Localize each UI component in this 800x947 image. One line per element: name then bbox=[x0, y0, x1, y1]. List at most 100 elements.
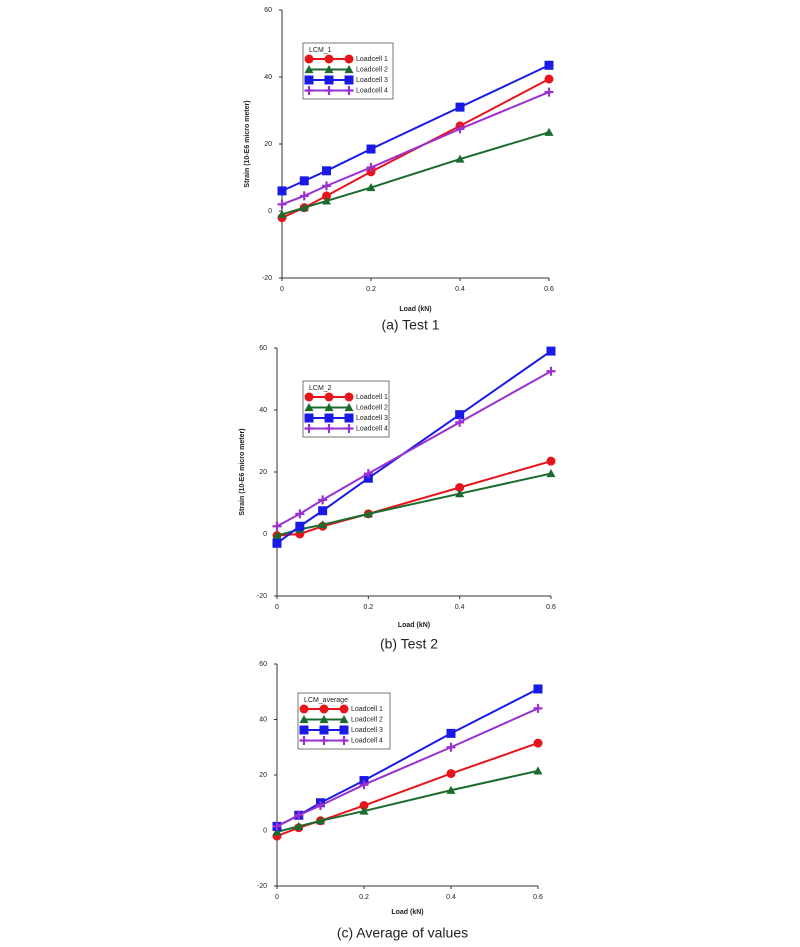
y-axis-label: Strain (10-E6 micro meter) bbox=[239, 428, 246, 515]
x-axis-label: Load (kN) bbox=[391, 909, 423, 916]
legend-marker bbox=[344, 54, 354, 64]
legend-label: Loadcell 3 bbox=[356, 77, 388, 84]
series-line bbox=[276, 707, 539, 828]
legend-marker bbox=[344, 75, 354, 85]
x-tick-label: 0.4 bbox=[455, 286, 465, 293]
legend-marker bbox=[304, 75, 314, 85]
point bbox=[455, 483, 465, 492]
x-tick-label: 0.2 bbox=[363, 604, 373, 611]
point bbox=[455, 410, 465, 420]
point bbox=[455, 417, 465, 427]
x-axis-label: Load (kN) bbox=[399, 306, 431, 313]
point bbox=[316, 801, 325, 811]
legend-marker bbox=[339, 736, 349, 745]
point bbox=[272, 521, 282, 531]
legend-marker bbox=[319, 704, 329, 714]
x-axis-label: Load (kN) bbox=[398, 622, 430, 629]
point bbox=[366, 144, 376, 154]
legend-marker bbox=[344, 413, 354, 423]
y-tick-label: 60 bbox=[259, 661, 267, 668]
point bbox=[446, 728, 456, 738]
series-line bbox=[281, 91, 550, 206]
point bbox=[455, 124, 465, 134]
legend-marker bbox=[339, 725, 349, 735]
legend-marker bbox=[304, 413, 314, 423]
x-tick-label: 0.2 bbox=[366, 286, 376, 293]
point bbox=[295, 509, 305, 519]
legend-marker bbox=[344, 403, 354, 412]
legend-label: Loadcell 3 bbox=[351, 727, 383, 734]
point bbox=[299, 176, 309, 186]
legend-label: Loadcell 1 bbox=[356, 56, 388, 63]
series-line bbox=[276, 769, 539, 833]
point bbox=[366, 183, 376, 192]
y-tick-label: 0 bbox=[263, 531, 267, 538]
x-tick-label: 0 bbox=[275, 894, 279, 901]
x-tick-label: 0.4 bbox=[455, 604, 465, 611]
point bbox=[363, 473, 373, 483]
point bbox=[359, 780, 369, 790]
legend-marker bbox=[299, 736, 309, 745]
y-tick-label: 40 bbox=[264, 74, 272, 81]
legend-marker bbox=[324, 424, 334, 433]
y-tick-label: 0 bbox=[263, 827, 267, 834]
legend-label: Loadcell 4 bbox=[351, 737, 383, 744]
legend-marker bbox=[324, 403, 334, 412]
point bbox=[533, 738, 543, 748]
legend-marker bbox=[304, 424, 314, 433]
legend-label: Loadcell 3 bbox=[356, 415, 388, 422]
point bbox=[533, 703, 543, 713]
legend-marker bbox=[324, 75, 334, 85]
x-tick-label: 0.2 bbox=[359, 894, 369, 901]
legend-marker bbox=[304, 65, 314, 74]
point bbox=[318, 506, 328, 516]
y-tick-label: 0 bbox=[268, 208, 272, 215]
point bbox=[533, 684, 543, 694]
legend-marker bbox=[344, 424, 354, 433]
legend-marker bbox=[299, 725, 309, 735]
x-tick-label: 0 bbox=[280, 286, 284, 293]
legend-marker bbox=[324, 413, 334, 423]
y-axis-label: Strain (10-E6 micro meter) bbox=[244, 100, 251, 187]
point bbox=[455, 489, 465, 498]
legend-marker bbox=[319, 715, 329, 724]
legend-marker bbox=[319, 736, 329, 745]
point bbox=[299, 203, 309, 212]
point bbox=[544, 74, 554, 84]
point bbox=[272, 531, 282, 540]
legend-label: Loadcell 1 bbox=[356, 394, 388, 401]
point bbox=[322, 191, 331, 201]
point bbox=[322, 196, 331, 205]
legend-marker bbox=[319, 725, 329, 735]
y-tick-label: 20 bbox=[259, 469, 267, 476]
x-tick-label: 0 bbox=[275, 604, 279, 611]
y-tick-label: -20 bbox=[257, 593, 267, 600]
point bbox=[455, 154, 465, 163]
legend-marker bbox=[339, 704, 349, 714]
legend-marker bbox=[324, 86, 334, 95]
caption: (b) Test 2 bbox=[380, 636, 438, 652]
legend-marker bbox=[299, 704, 309, 714]
legend-marker bbox=[344, 65, 354, 74]
legend-title: LCM_2 bbox=[309, 385, 332, 392]
point bbox=[359, 801, 369, 811]
x-tick-label: 0.4 bbox=[446, 894, 456, 901]
series-line bbox=[281, 131, 550, 216]
point bbox=[277, 209, 287, 218]
legend-label: Loadcell 1 bbox=[351, 706, 383, 713]
y-tick-label: 20 bbox=[259, 772, 267, 779]
y-tick-label: 60 bbox=[264, 7, 272, 14]
point bbox=[322, 166, 331, 176]
legend-marker bbox=[304, 86, 314, 95]
point bbox=[272, 827, 282, 836]
legend-marker bbox=[324, 65, 334, 74]
legend-title: LCM_1 bbox=[309, 47, 332, 54]
legend-label: Loadcell 4 bbox=[356, 425, 388, 432]
point bbox=[546, 456, 556, 466]
legend-label: Loadcell 4 bbox=[356, 87, 388, 94]
y-tick-label: -20 bbox=[257, 883, 267, 890]
y-tick-label: -20 bbox=[262, 275, 272, 282]
point bbox=[446, 742, 456, 752]
x-tick-label: 0.6 bbox=[533, 894, 543, 901]
